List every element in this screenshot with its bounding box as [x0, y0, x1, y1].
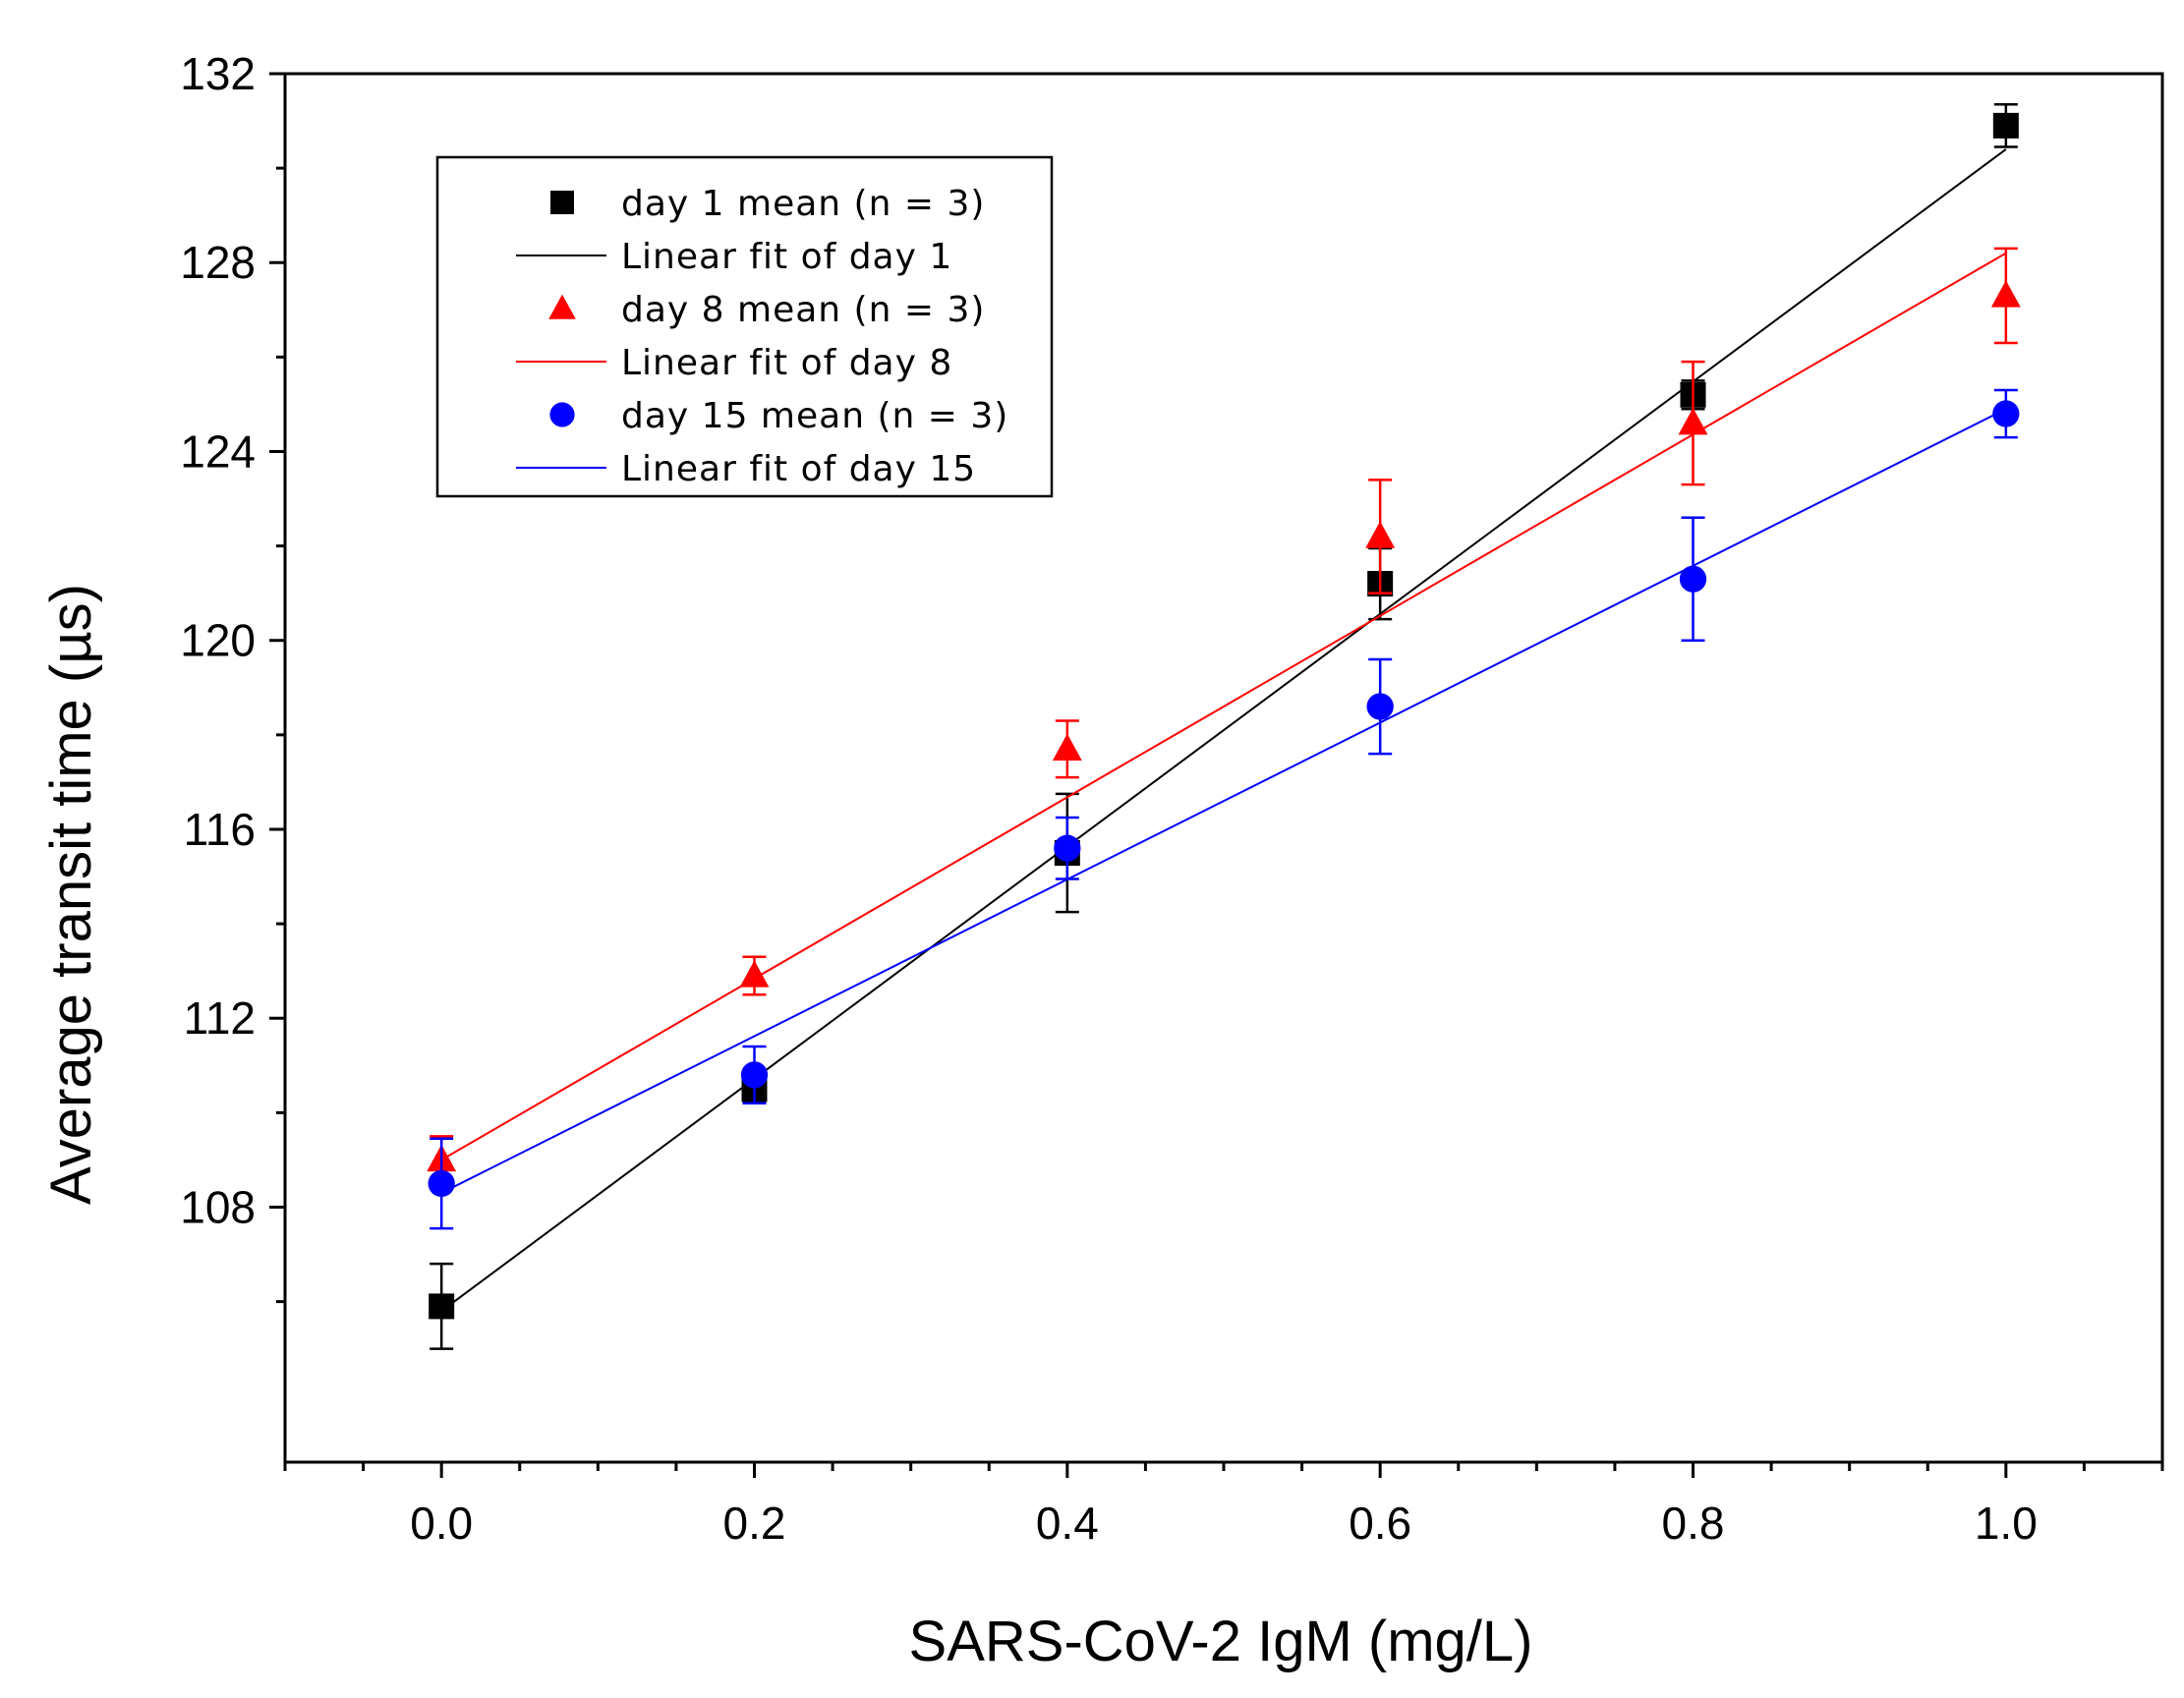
legend-box	[435, 155, 1054, 498]
data-point-square	[1992, 112, 2019, 139]
x-axis-title: SARS-CoV-2 IgM (mg/L)	[909, 1610, 1533, 1673]
legend-marker-square	[550, 191, 574, 214]
x-tick-label: 0.4	[1036, 1498, 1099, 1549]
fit-line-3	[440, 408, 2007, 1194]
legend-label: Linear fit of day 15	[621, 449, 976, 489]
data-point-circle	[1992, 400, 2020, 427]
y-tick-label: 124	[180, 425, 256, 477]
x-tick-label: 0.8	[1662, 1498, 1725, 1549]
data-point-circle	[1054, 834, 1081, 862]
legend-label: Linear fit of day 1	[621, 237, 952, 277]
x-tick-label: 0.6	[1349, 1498, 1411, 1549]
legend-label: day 15 mean (n = 3)	[621, 396, 1008, 436]
data-point-square	[429, 1293, 455, 1320]
data-point-circle	[1679, 565, 1707, 593]
data-point-triangle	[1990, 280, 2021, 308]
fit-line-2	[440, 252, 2007, 1161]
legend-marker-triangle	[548, 294, 576, 319]
plot-area	[427, 102, 2021, 1350]
axes: 0.0 0.2 0.4 0.6 0.8 1.0 108 112 116 120 124 128 132	[180, 48, 2164, 1549]
y-tick-label: 132	[180, 48, 256, 99]
y-tick-label: 116	[184, 804, 256, 855]
legend-label: day 1 mean (n = 3)	[621, 184, 985, 224]
legend-label: Linear fit of day 8	[621, 343, 952, 383]
y-tick-label: 112	[184, 992, 256, 1044]
data-point-triangle	[1365, 521, 1396, 548]
data-point-circle	[1366, 693, 1394, 720]
legend: day 1 mean (n = 3) Linear fit of day 1 day…	[435, 155, 1054, 498]
data-point-circle	[740, 1061, 769, 1089]
data-point-triangle	[1678, 408, 1708, 435]
x-tick-label: 0.0	[410, 1498, 473, 1549]
y-axis-title: Average transit time (µs)	[39, 584, 103, 1205]
data-point-triangle	[1052, 733, 1082, 761]
legend-label: day 8 mean (n = 3)	[621, 290, 985, 330]
data-point-triangle	[739, 960, 770, 988]
x-tick-label: 0.2	[723, 1498, 786, 1549]
data-point-circle	[428, 1169, 455, 1198]
y-tick-label: 128	[180, 237, 256, 288]
y-tick-label: 120	[180, 615, 256, 666]
legend-marker-circle	[549, 402, 575, 427]
fit-line-1	[440, 148, 2007, 1313]
x-tick-label: 1.0	[1975, 1498, 2038, 1549]
y-tick-label: 108	[180, 1181, 256, 1232]
